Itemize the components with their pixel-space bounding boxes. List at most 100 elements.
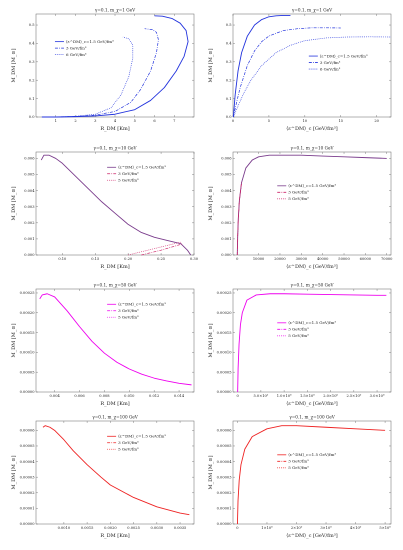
y-tick-label: 0.00005 — [20, 370, 36, 374]
x-tick-label: 5 — [268, 119, 271, 123]
series-line-2 — [41, 28, 159, 118]
legend-entry: ⟨ε^DM⟩_c=1.5 GeV/fm³ — [118, 164, 166, 169]
y-axis-label: M_DM [M_⊙] — [11, 455, 17, 489]
x-tick-label: 0.014 — [174, 394, 185, 398]
x-tick-label: 5×10⁶ — [379, 526, 391, 530]
chart-title: γ=0.1, m_χ=10 GeV — [94, 146, 138, 151]
y-tick-label: 0.00020 — [217, 311, 233, 315]
legend-entry: 5 GeV/fm³ — [118, 177, 139, 182]
y-tick-label: 0.00000 — [20, 390, 36, 394]
legend-entry: ⟨ε^DM⟩_c=1.5 GeV/fm³ — [288, 452, 336, 457]
x-tick-label: 0.20 — [124, 257, 133, 261]
x-tick-label: 10 — [303, 119, 308, 123]
plot-frame — [232, 151, 392, 256]
y-tick-label: 0.001 — [221, 237, 231, 241]
x-tick-label: 1×10⁶ — [261, 526, 273, 530]
y-axis-label: M_DM [M_⊙] — [11, 48, 17, 82]
plot-frame — [35, 420, 195, 525]
y-tick-label: 0.005 — [221, 173, 232, 177]
x-tick-label: 0.012 — [149, 394, 159, 398]
chart-7: γ=0.1, m_χ=100 GeV 0.0010 0.0015 0.0020 0.00… — [11, 415, 195, 539]
y-tick-label: 0.003 — [24, 205, 35, 209]
series-line-3 — [233, 36, 392, 118]
x-tick-label: 50000 — [338, 257, 350, 261]
x-tick-label: 0 — [232, 119, 235, 123]
x-tick-label: 4×10⁶ — [350, 526, 362, 530]
y-tick-label: 0.5 — [29, 23, 35, 27]
series-line-1 — [40, 154, 192, 256]
x-axis-label: R_DM [Km] — [100, 126, 129, 132]
plot-frame — [35, 151, 195, 256]
x-tick-label: 0.0030 — [151, 526, 164, 530]
chart-title: γ=0.1, m_χ=1 GeV — [292, 8, 333, 13]
y-tick-label: 0.001 — [24, 237, 34, 241]
y-tick-label: 0.5 — [226, 23, 232, 27]
x-tick-label: 1 — [55, 119, 57, 123]
legend-entry: 5 GeV/fm³ — [118, 314, 139, 319]
x-tick-label: 4 — [114, 119, 117, 123]
legend-entry: ⟨ε^DM⟩_c=1.5 GeV/fm³ — [288, 183, 336, 188]
legend-entry: 6 GeV/fm³ — [320, 66, 341, 71]
x-tick-label: 0 — [236, 257, 239, 261]
x-tick-label: 20 — [374, 119, 379, 123]
x-tick-label: 0.25 — [157, 257, 166, 261]
y-tick-label: 0.00015 — [217, 331, 233, 335]
x-tick-label: 30000 — [296, 257, 308, 261]
legend-entry: 3 GeV/fm³ — [66, 45, 87, 50]
series-line-1 — [39, 293, 192, 386]
x-tick-label: 2.5×10⁶ — [346, 394, 361, 398]
y-tick-label: 0.00006 — [217, 429, 233, 433]
series-line-1 — [236, 425, 386, 525]
chart-1: γ=0.1, m_χ=1 GeV 1 2 3 4 5 6 7 0.0 0.1 0.2 0.3 0.4 0.… — [11, 8, 195, 132]
chart-title: γ=0.1, m_χ=50 GeV — [94, 283, 138, 288]
x-tick-label: 15 — [338, 119, 343, 123]
x-tick-label: 0.15 — [91, 257, 100, 261]
y-tick-label: 0.00025 — [217, 291, 233, 295]
x-tick-label: 0.10 — [58, 257, 67, 261]
plot-frame — [232, 288, 392, 393]
x-tick-label: 60000 — [360, 257, 372, 261]
y-tick-label: 0.00004 — [217, 460, 233, 464]
x-tick-label: 6 — [153, 119, 156, 123]
y-tick-label: 0.00003 — [217, 475, 233, 479]
x-tick-label: 5 — [134, 119, 137, 123]
y-tick-label: 0.00006 — [20, 429, 36, 433]
legend-entry: 5 GeV/fm³ — [288, 333, 309, 338]
y-tick-label: 0.3 — [29, 60, 35, 64]
chart-8: γ=0.1, m_χ=100 GeV 0 1×10⁶ 2×10⁶ 3×10⁶ 4×10⁶ 5… — [208, 415, 391, 540]
x-tick-label: 3×10⁶ — [320, 526, 332, 530]
y-tick-label: 0.2 — [29, 78, 35, 82]
chart-title: γ=0.1, m_χ=50 GeV — [291, 283, 335, 288]
series-line-1 — [232, 15, 291, 118]
y-axis-label: M_DM [M_⊙] — [208, 186, 214, 220]
y-tick-label: 0.000 — [24, 253, 35, 257]
x-axis-label: ⟨ε^DM⟩_c [GeV/fm³] — [286, 263, 337, 270]
legend-entry: ⟨ε^DM⟩_c=1.5 GeV/fm³ — [288, 320, 336, 325]
x-tick-label: 0.30 — [190, 257, 199, 261]
x-tick-label: 1.5×10⁶ — [300, 394, 315, 398]
chart-title: γ=0.1, m_χ=10 GeV — [291, 146, 335, 151]
y-tick-label: 0.00010 — [217, 351, 233, 355]
y-tick-label: 0.00000 — [20, 522, 36, 526]
y-tick-label: 0.00025 — [20, 291, 36, 295]
y-tick-label: 0.002 — [24, 221, 34, 225]
x-tick-label: 70000 — [381, 257, 393, 261]
chart-2: γ=0.1, m_χ=1 GeV 0 5 10 15 20 0.0 0.1 0.2 0.3 0.4 0… — [208, 8, 392, 132]
series-line-1 — [236, 154, 387, 256]
y-axis-label: M_DM [M_⊙] — [208, 323, 214, 357]
chart-5: γ=0.1, m_χ=50 GeV 0.004 0.006 0.008 0.010 0.0… — [11, 283, 195, 407]
y-tick-label: 0.0 — [29, 115, 35, 119]
legend-entry: 3 GeV/fm³ — [288, 327, 309, 332]
x-tick-label: 3 — [94, 119, 97, 123]
plot-frame — [35, 13, 195, 118]
legend-entry: 3 GeV/fm³ — [118, 440, 139, 445]
x-axis-label: ⟨ε^DM⟩_c [GeV/fm³] — [286, 125, 337, 132]
legend-entry: ⟨ε^DM⟩_c=1.5 GeV/fm³ — [118, 433, 166, 438]
series-line-1 — [41, 15, 189, 118]
legend-entry: 3 GeV/fm³ — [118, 308, 139, 313]
series-line-2 — [236, 182, 242, 256]
x-tick-label: 10000 — [253, 257, 265, 261]
legend-entry: ⟨ε^DM⟩_c=1.5 GeV/fm³ — [66, 39, 114, 44]
y-tick-label: 0.00005 — [217, 370, 233, 374]
